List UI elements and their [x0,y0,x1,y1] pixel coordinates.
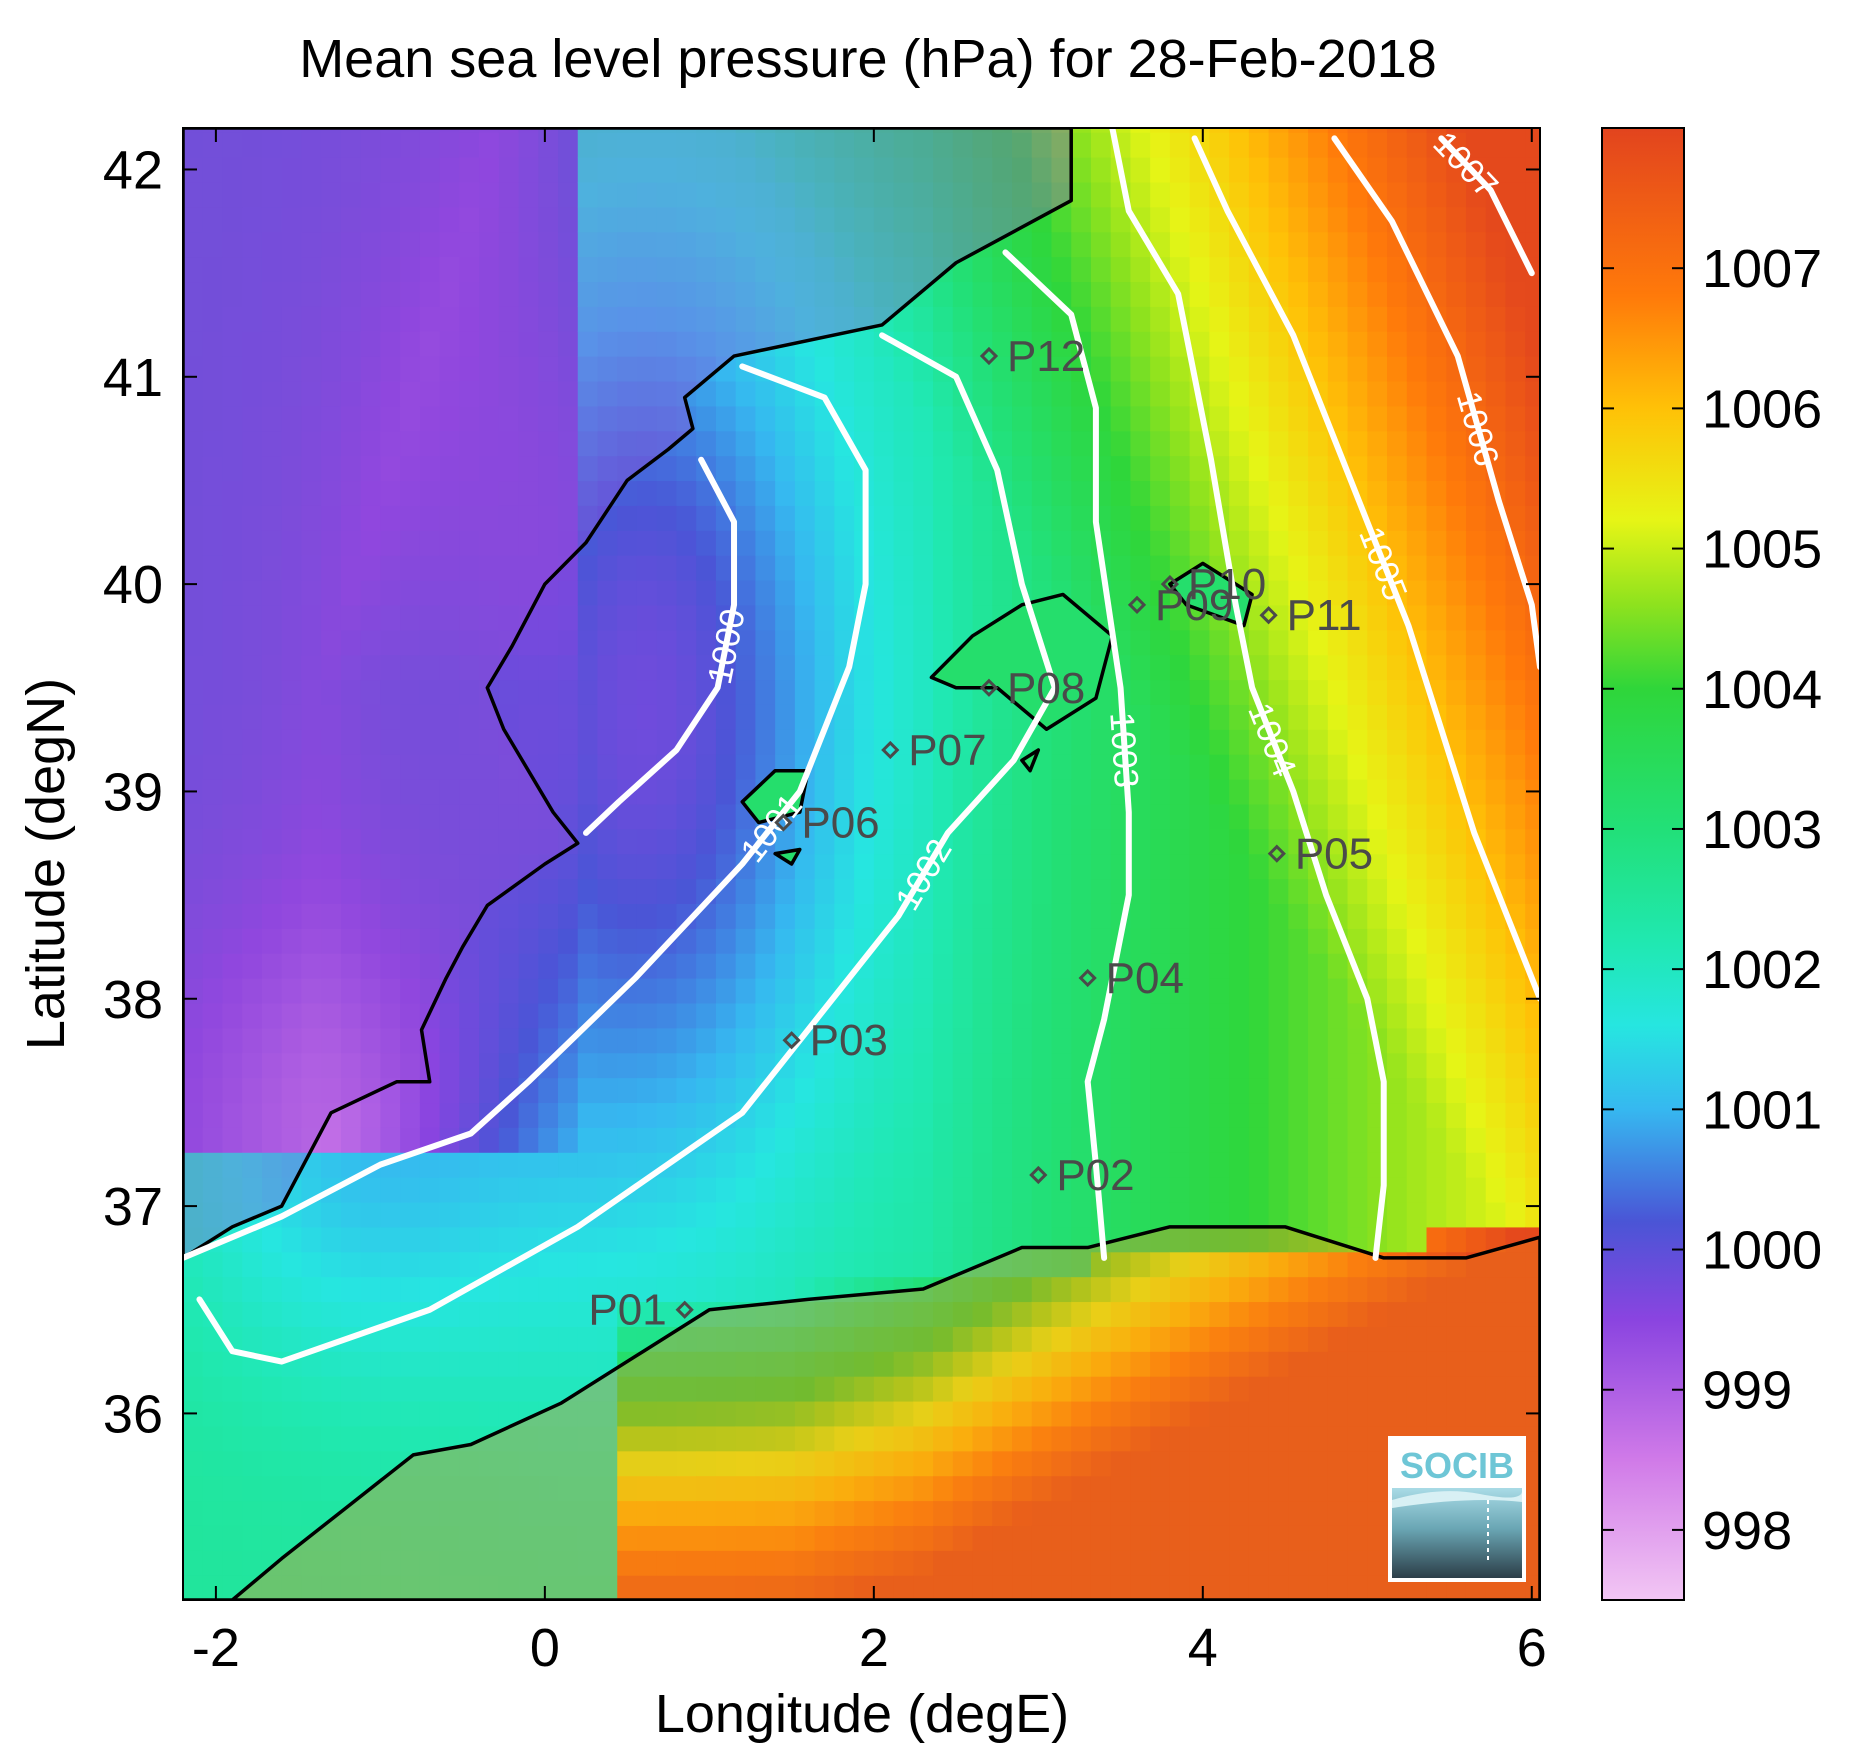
colorbar-ticks: 998 999 1000 1001 1002 1003 1004 1005 1006 1007 [1602,239,1822,1561]
colorbar-tick-label: 1002 [1702,940,1822,1000]
isobar-1005 [1191,135,1540,1002]
isobar-1001 [183,363,869,1261]
station-label: P10 [1188,560,1266,609]
colorbar-tick-label: 1004 [1702,660,1822,720]
colorbar-tick-label: 1007 [1702,239,1822,299]
station-label: P07 [908,726,986,775]
station-marker [774,813,793,832]
chart-title: Mean sea level pressure (hPa) for 28-Feb… [299,29,1437,89]
y-tick-label: 37 [103,1177,163,1237]
station-label: P12 [1007,332,1085,381]
colorbar: 998 999 1000 1001 1002 1003 1004 1005 1006 1007 [1601,127,1822,1601]
cabrera-coastline [1020,748,1041,773]
menorca-coastline [1168,561,1254,628]
isobar-contours [183,128,1540,1365]
y-tick-label: 42 [103,140,163,200]
y-tick-label: 39 [103,762,163,822]
y-axis-label: Latitude (degN) [16,678,76,1050]
colorbar-tick-label: 1003 [1702,800,1822,860]
y-tick-label: 38 [103,970,163,1030]
x-tick-label: 6 [1517,1618,1547,1678]
station-marker [1267,844,1286,863]
formentera-coastline [773,847,802,866]
x-axis: -2 0 2 4 6 [192,128,1547,1678]
africa-coastline [183,1225,1540,1600]
station-label: P08 [1007,664,1085,713]
station-marker [1160,574,1180,594]
coastlines [183,128,1540,1600]
isobar-1000 [582,456,738,836]
station-marker [881,740,900,760]
station-label: P01 [588,1286,666,1335]
ibiza-coastline [740,768,810,825]
colorbar-tick-label: 998 [1702,1501,1792,1561]
station-marker [1029,1165,1048,1185]
station-marker [1078,968,1097,988]
station-marker [675,1300,694,1319]
station-label: P11 [1287,591,1362,640]
colorbar-tick-label: 1000 [1702,1221,1822,1281]
station-marker [979,678,999,697]
x-axis-label: Longitude (degE) [655,1684,1069,1744]
station-marker [979,346,999,366]
station-label: P03 [810,1016,888,1065]
x-tick-label: 2 [859,1618,889,1678]
spain-land [183,128,1072,1258]
isobar-1006 [1331,135,1540,671]
logo-wordmark: SOCIB [1400,1445,1514,1486]
x-tick-label: 4 [1188,1618,1218,1678]
isobar-1002 [196,332,1058,1365]
station-label: P04 [1106,954,1184,1003]
socib-logo: SOCIB [1388,1436,1526,1582]
y-tick-label: 41 [103,348,163,408]
isobar-label: 1003 [1102,711,1145,789]
station-label: P02 [1056,1151,1134,1200]
x-tick-label: 0 [530,1618,560,1678]
y-tick-label: 36 [103,1384,163,1444]
mallorca-coastline [929,592,1115,731]
spain-coastline [183,128,1073,1260]
isobar-1003 [1002,249,1132,1261]
station-marker [782,1031,801,1050]
africa-land [183,1226,1540,1600]
station-marker [1127,595,1147,614]
colorbar-tick-label: 999 [1702,1361,1792,1421]
station-label: P06 [801,799,879,848]
y-tick-label: 40 [103,555,163,615]
colorbar-tick-label: 1005 [1702,520,1822,580]
station-label: P05 [1295,830,1373,879]
colorbar-tick-label: 1001 [1702,1080,1822,1140]
colorbar-gradient [1601,127,1685,1601]
x-tick-label: -2 [192,1618,240,1678]
plot-frame [182,127,1541,1601]
land-areas [183,128,1540,1600]
isobar-1004 [1109,128,1387,1261]
colorbar-tick-label: 1006 [1702,379,1822,439]
station-marker [1259,606,1278,625]
y-axis: 36 37 38 39 40 41 42 [103,140,1540,1444]
isobar-1007 [1438,135,1535,277]
